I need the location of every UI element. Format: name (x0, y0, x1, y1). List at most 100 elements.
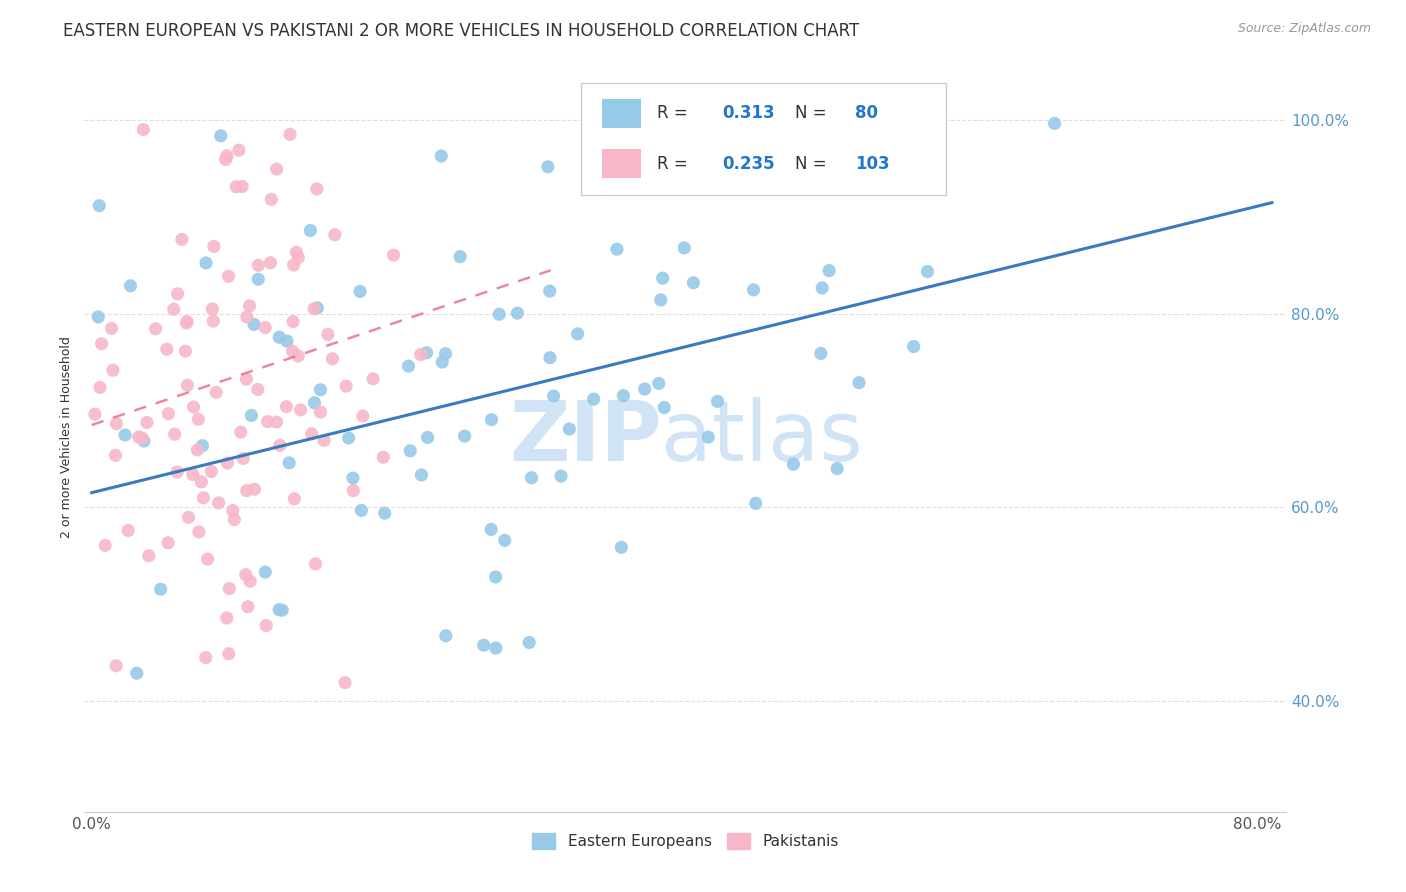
Point (269, 330, 291, 344)
Point (350, 503, 373, 517)
Point (254, 565, 277, 579)
Point (314, 434, 336, 448)
Point (472, 638, 495, 652)
Point (132, 434, 155, 448)
Point (538, 351, 561, 365)
Point (236, 483, 259, 498)
Point (260, 192, 283, 206)
Point (105, 417, 128, 431)
Point (337, 431, 360, 445)
Point (506, 306, 529, 320)
Point (283, 258, 305, 272)
Point (149, 582, 172, 597)
Point (517, 635, 540, 649)
Point (136, 416, 159, 430)
FancyBboxPatch shape (581, 84, 946, 195)
Point (449, 250, 471, 264)
Point (494, 533, 516, 548)
Point (342, 483, 364, 498)
Point (271, 603, 294, 617)
Point (187, 524, 209, 539)
Point (191, 439, 214, 453)
Point (610, 541, 633, 555)
Point (132, 122, 155, 136)
Text: 0.313: 0.313 (723, 104, 775, 122)
Point (114, 428, 136, 442)
Point (267, 603, 290, 617)
Point (811, 281, 834, 295)
Text: EASTERN EUROPEAN VS PAKISTANI 2 OR MORE VEHICLES IN HOUSEHOLD CORRELATION CHART: EASTERN EUROPEAN VS PAKISTANI 2 OR MORE … (63, 22, 859, 40)
Point (266, 162, 288, 177)
Point (673, 241, 696, 255)
Point (190, 475, 212, 489)
Point (744, 496, 766, 510)
Point (243, 483, 266, 497)
Point (285, 245, 308, 260)
Point (217, 456, 239, 470)
Point (333, 675, 356, 690)
Point (316, 327, 339, 342)
Point (104, 448, 127, 462)
Point (543, 389, 565, 403)
Point (181, 467, 204, 482)
Point (101, 363, 124, 377)
Point (304, 396, 326, 410)
Point (224, 512, 246, 526)
Point (183, 400, 205, 414)
Point (247, 272, 270, 286)
Point (87, 310, 110, 324)
Point (648, 376, 671, 391)
Point (335, 379, 357, 393)
Point (430, 149, 453, 163)
Point (582, 392, 605, 406)
Point (163, 427, 186, 442)
Point (170, 232, 193, 246)
Point (197, 552, 219, 566)
Point (361, 372, 384, 386)
Point (825, 461, 848, 475)
Point (186, 442, 208, 457)
Point (215, 149, 238, 163)
Point (231, 179, 253, 194)
Point (409, 347, 432, 361)
Point (125, 666, 148, 681)
Point (567, 326, 589, 341)
Point (818, 263, 841, 277)
Point (287, 349, 309, 363)
Point (411, 467, 433, 482)
Legend: Eastern Europeans, Pakistanis: Eastern Europeans, Pakistanis (524, 825, 846, 856)
Text: 103: 103 (855, 154, 890, 172)
Point (706, 394, 728, 409)
Point (484, 570, 506, 584)
Point (349, 285, 371, 299)
Point (215, 611, 238, 625)
Point (120, 278, 142, 293)
Point (479, 522, 502, 536)
Point (105, 658, 128, 673)
Point (243, 318, 266, 332)
Point (256, 415, 278, 429)
Y-axis label: 2 or more Vehicles in Household: 2 or more Vehicles in Household (60, 336, 73, 538)
Point (176, 316, 198, 330)
FancyBboxPatch shape (603, 99, 641, 128)
Point (145, 322, 167, 336)
Point (634, 382, 657, 396)
Point (434, 629, 457, 643)
Point (84, 407, 107, 421)
Point (485, 641, 508, 656)
Point (238, 299, 260, 313)
FancyBboxPatch shape (603, 149, 641, 178)
Text: Source: ZipAtlas.com: Source: ZipAtlas.com (1237, 22, 1371, 36)
Point (176, 378, 198, 392)
Point (138, 549, 160, 563)
Point (682, 276, 704, 290)
Point (650, 293, 672, 307)
Point (193, 491, 215, 505)
Point (266, 415, 288, 429)
Point (254, 320, 277, 334)
Point (287, 251, 309, 265)
Text: N =: N = (794, 154, 832, 172)
Point (281, 314, 304, 328)
Point (399, 443, 422, 458)
Point (299, 223, 322, 237)
